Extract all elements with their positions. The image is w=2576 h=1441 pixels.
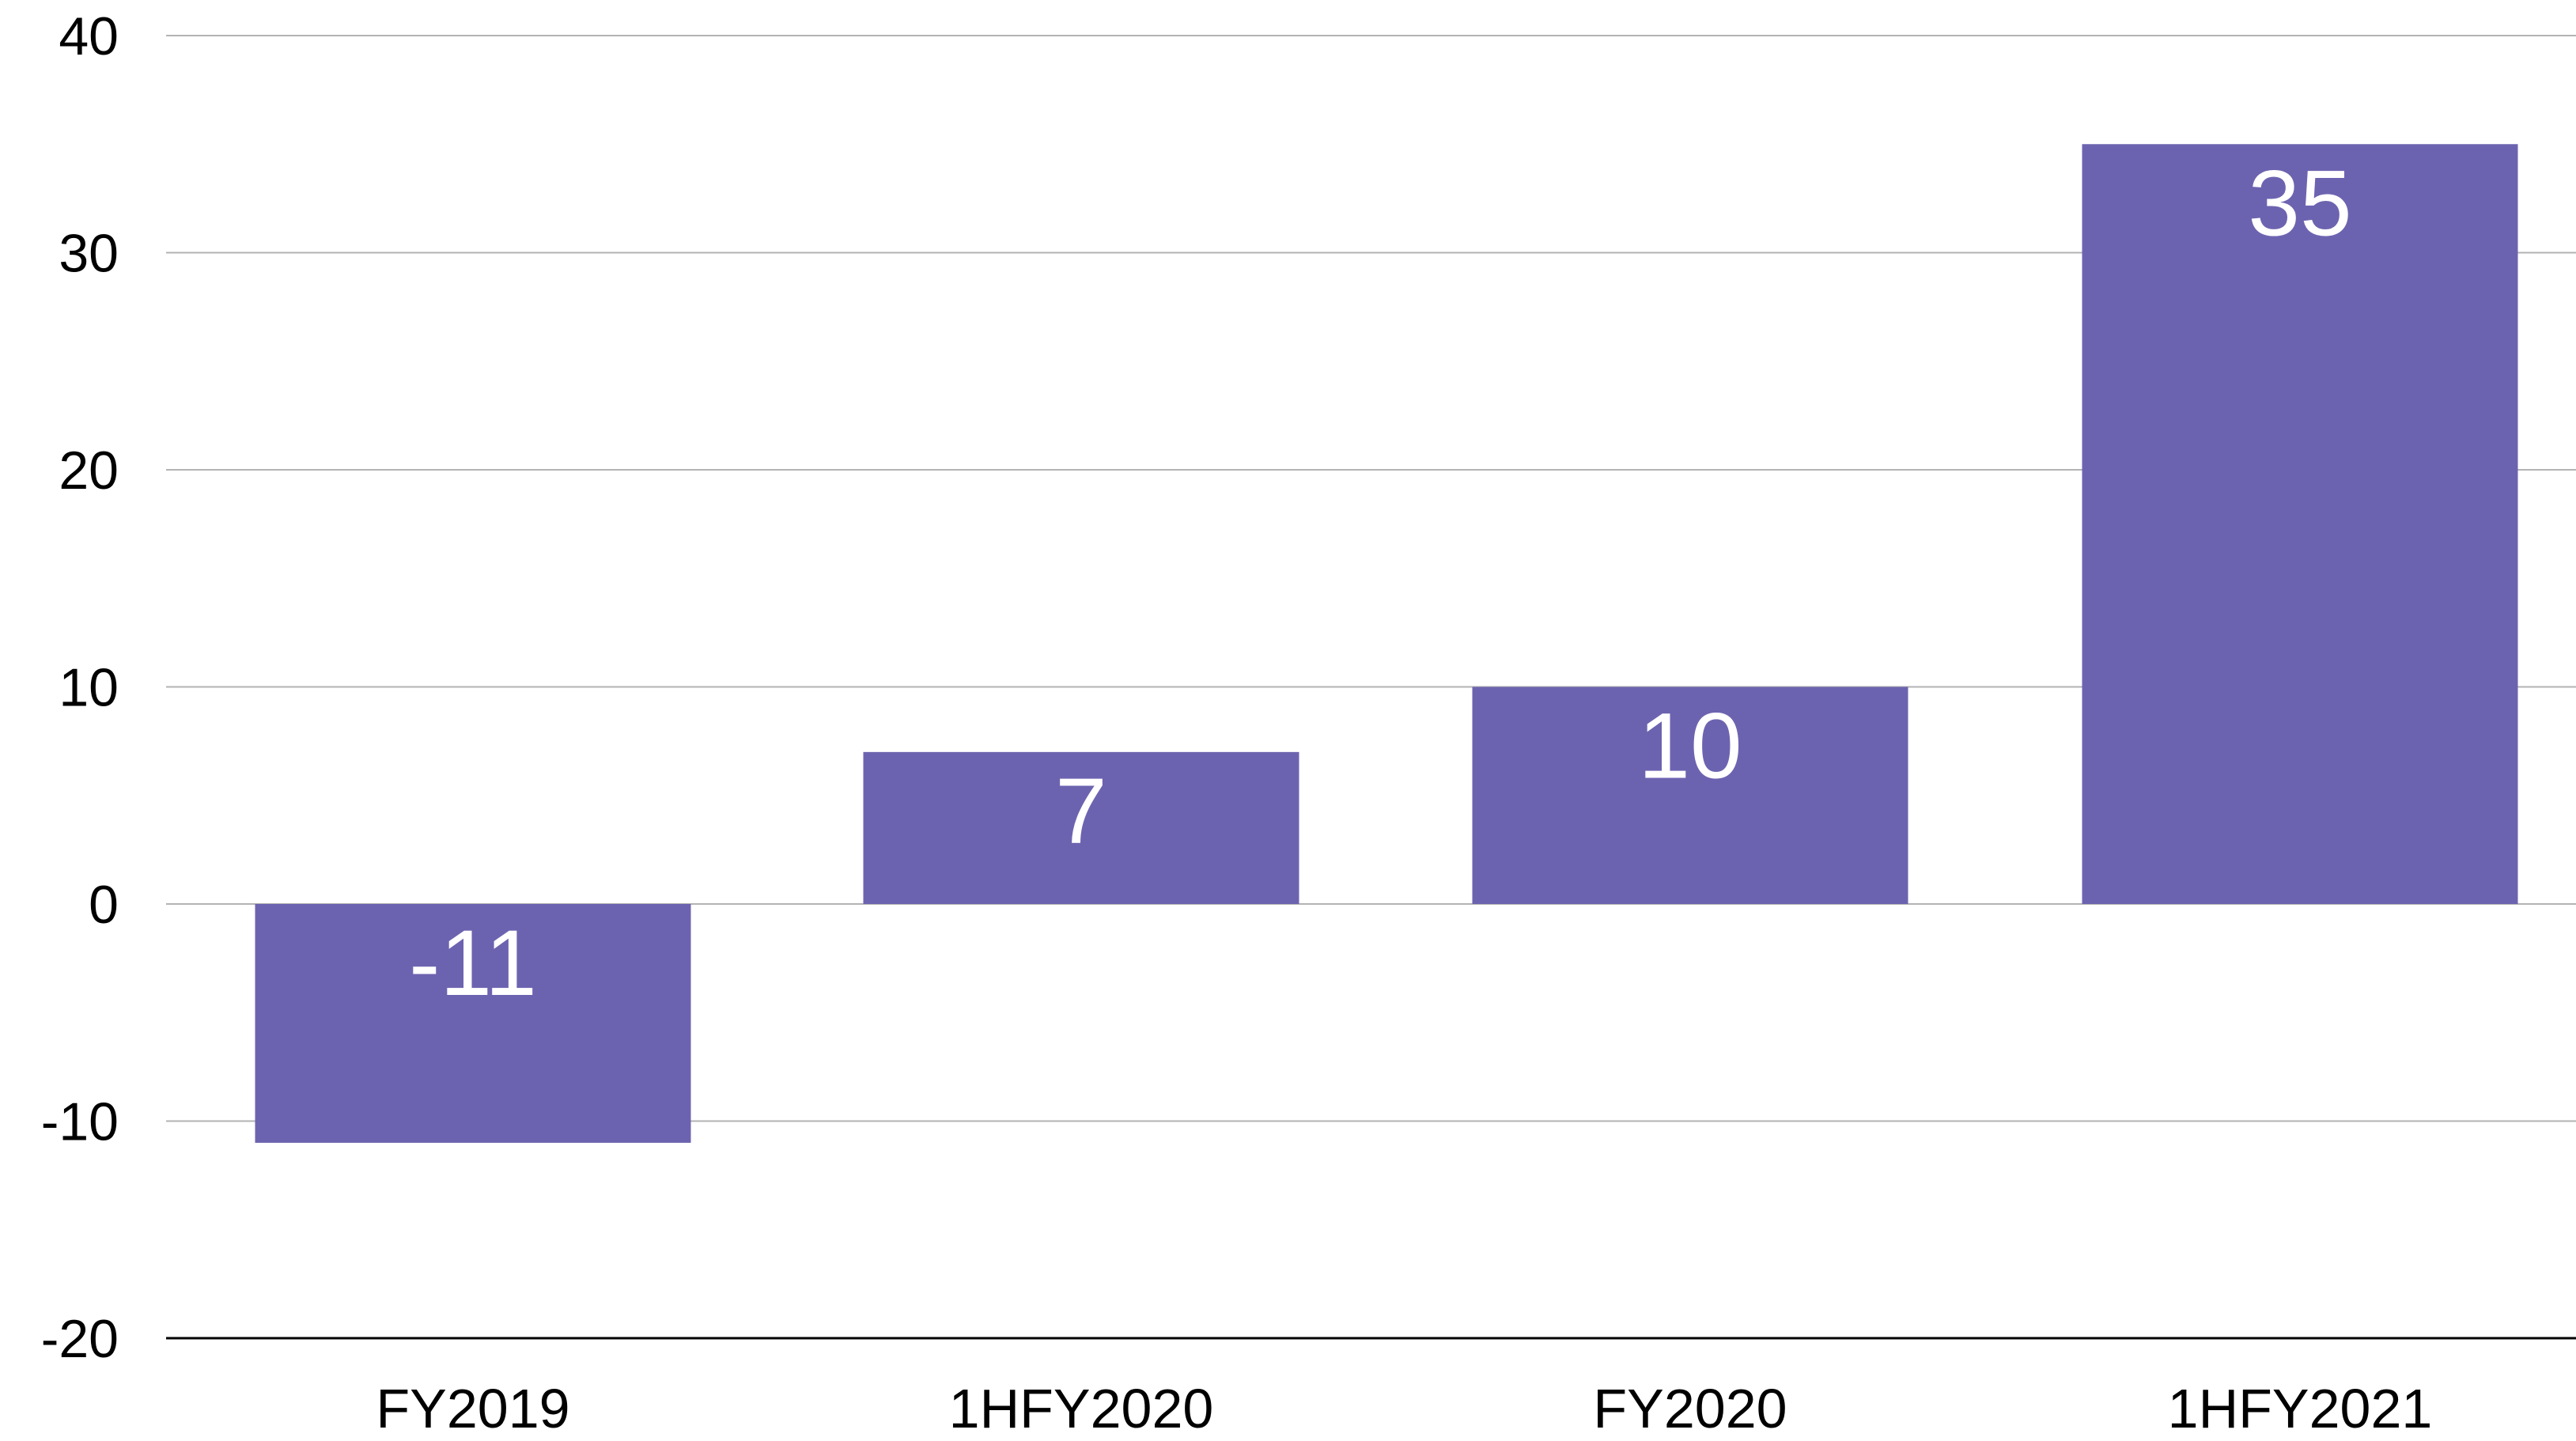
bar-fy2019 (255, 904, 691, 1143)
y-tick-label: -20 (41, 1309, 119, 1369)
x-tick-label: 1HFY2021 (2168, 1378, 2433, 1439)
bars (255, 144, 2518, 1143)
bar-fy2020 (1472, 686, 1908, 904)
y-tick-label: 40 (59, 6, 119, 66)
data-label: 7 (1055, 759, 1107, 864)
x-tick-label: FY2019 (376, 1378, 569, 1439)
bar-1hfy2021 (2082, 144, 2518, 904)
data-label: 35 (2248, 151, 2351, 255)
x-tick-label: FY2020 (1593, 1378, 1787, 1439)
x-tick-label: 1HFY2020 (949, 1378, 1214, 1439)
y-tick-label: 0 (89, 875, 119, 935)
bar-1hfy2020 (863, 751, 1299, 904)
y-tick-label: 30 (59, 224, 119, 284)
x-axis-ticks: FY2019 1HFY2020 FY2020 1HFY2021 (376, 1378, 2432, 1439)
y-tick-label: 10 (59, 658, 119, 718)
y-axis-ticks: 40 30 20 10 0 -10 -20 (41, 6, 119, 1369)
data-label: -11 (409, 911, 537, 1016)
y-tick-label: 20 (59, 441, 119, 501)
data-labels: -11 7 10 35 (409, 151, 2352, 1016)
y-tick-label: -10 (41, 1092, 119, 1152)
data-label: 10 (1638, 694, 1742, 799)
